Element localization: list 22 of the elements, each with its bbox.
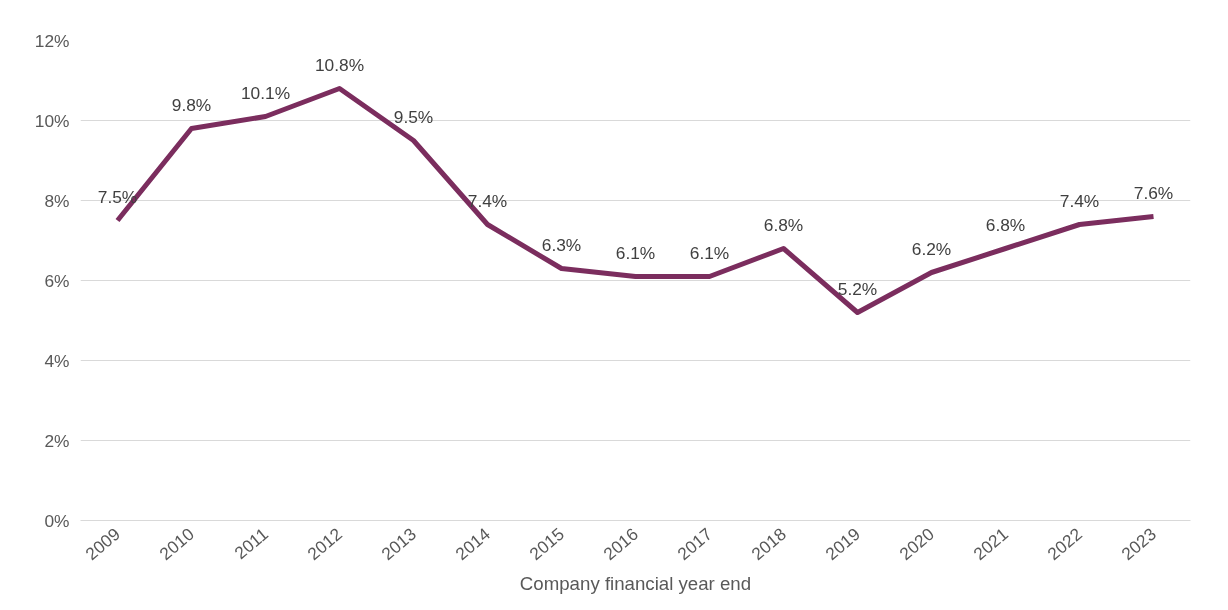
- data-label: 6.8%: [763, 214, 804, 235]
- data-label: 6.2%: [911, 238, 952, 259]
- y-tick-label: 2%: [44, 430, 70, 451]
- y-tick-label: 10%: [34, 110, 70, 131]
- y-tick-label: 0%: [44, 510, 70, 531]
- data-label: 7.4%: [1059, 190, 1100, 211]
- data-label: 10.1%: [240, 82, 291, 103]
- data-label: 10.8%: [314, 54, 365, 75]
- y-tick-label: 8%: [44, 190, 70, 211]
- data-label: 6.1%: [615, 242, 656, 263]
- data-label: 9.8%: [171, 94, 212, 115]
- data-label: 5.2%: [837, 278, 878, 299]
- data-label: 9.5%: [393, 106, 434, 127]
- x-axis-title: Company financial year end: [519, 573, 752, 595]
- data-label: 6.3%: [541, 234, 582, 255]
- data-label: 6.1%: [689, 242, 730, 263]
- data-label: 7.6%: [1133, 182, 1174, 203]
- data-label: 7.4%: [467, 190, 508, 211]
- y-tick-label: 4%: [44, 350, 70, 371]
- y-tick-label: 6%: [44, 270, 70, 291]
- y-tick-label: 12%: [34, 30, 70, 51]
- data-label: 6.8%: [985, 214, 1026, 235]
